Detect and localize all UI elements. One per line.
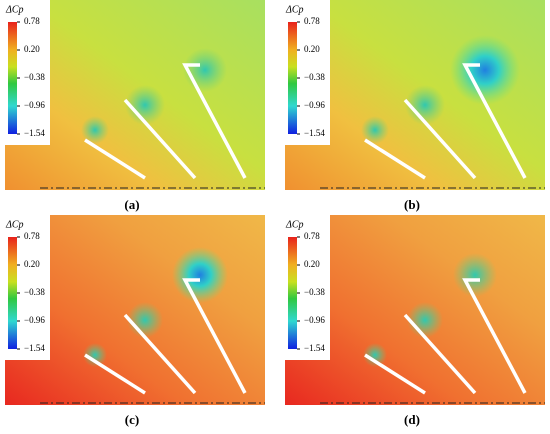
vane: [84, 138, 146, 180]
vane: [403, 313, 477, 395]
colorbar-tick-label: −0.96: [304, 315, 325, 325]
vane: [462, 278, 527, 394]
pressure-blob: [172, 247, 228, 303]
colorbar-tick-label: −0.38: [304, 287, 325, 297]
pressure-blob: [81, 116, 109, 144]
vane: [182, 278, 247, 394]
colorbar-tick-label: 0.20: [304, 44, 320, 54]
caption: (d): [404, 412, 420, 427]
colorbar-tick-label: −0.38: [24, 72, 45, 82]
colorbar-tick-label: −0.96: [24, 100, 45, 110]
colorbar-title: ΔCp: [285, 219, 304, 230]
colorbar-tick-label: −1.54: [304, 128, 325, 138]
colorbar-tick-label: 0.20: [304, 259, 320, 269]
colorbar: [288, 237, 297, 349]
vane: [364, 353, 426, 395]
pressure-blob: [127, 302, 163, 338]
colorbar-tick-label: −0.96: [24, 315, 45, 325]
colorbar-tick-label: 0.78: [304, 16, 320, 26]
vane: [403, 98, 477, 180]
pressure-blob: [125, 85, 165, 125]
caption: (a): [124, 197, 139, 212]
colorbar-title: ΔCp: [5, 219, 24, 230]
vane: [462, 63, 527, 179]
colorbar-tick-label: −0.38: [24, 287, 45, 297]
colorbar-tick-label: −1.54: [24, 343, 45, 353]
pressure-blob: [405, 85, 445, 125]
colorbar-title: ΔCp: [285, 4, 304, 15]
colorbar: [288, 22, 297, 134]
vane: [182, 63, 247, 179]
caption: (b): [404, 197, 420, 212]
vane: [84, 353, 146, 395]
colorbar-tick-label: −0.96: [304, 100, 325, 110]
pressure-blob: [453, 253, 497, 297]
colorbar-tick-label: −1.54: [304, 343, 325, 353]
colorbar-tick-label: −1.54: [24, 128, 45, 138]
pressure-blob: [361, 116, 389, 144]
colorbar-tick-label: 0.78: [24, 231, 40, 241]
pressure-blob: [450, 35, 520, 105]
vane: [123, 313, 197, 395]
vane: [364, 138, 426, 180]
pressure-blob: [363, 343, 387, 367]
colorbar-tick-label: 0.78: [24, 16, 40, 26]
colorbar: [8, 237, 17, 349]
pressure-blob: [407, 302, 443, 338]
pressure-blob: [83, 343, 107, 367]
colorbar-title: ΔCp: [5, 4, 24, 15]
colorbar-tick-label: 0.20: [24, 44, 40, 54]
colorbar-tick-label: 0.78: [304, 231, 320, 241]
colorbar: [8, 22, 17, 134]
vane: [123, 98, 197, 180]
colorbar-tick-label: −0.38: [304, 72, 325, 82]
caption: (c): [125, 412, 139, 427]
colorbar-tick-label: 0.20: [24, 259, 40, 269]
